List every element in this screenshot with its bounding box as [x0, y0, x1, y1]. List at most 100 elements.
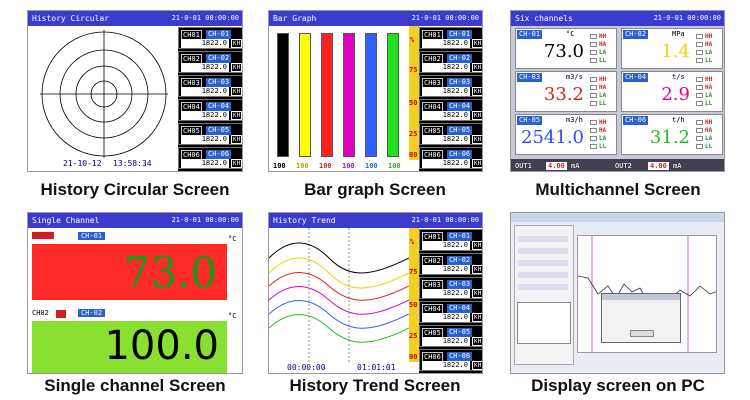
- single-ch1-unit: °C: [228, 235, 237, 243]
- single-title: Single Channel: [32, 216, 100, 225]
- alarm-label: LL: [599, 143, 607, 150]
- channel-value: 1822.0: [422, 159, 470, 168]
- single-ch1-tag: CH-01: [78, 232, 106, 240]
- clock-readout: 21-0-01 00:00:00: [171, 14, 239, 22]
- channel-tag: CH-01: [206, 30, 232, 39]
- channel-tag: CH-05: [447, 328, 473, 337]
- channel-value: 1822.0: [422, 87, 470, 96]
- channel-unit: KH: [472, 265, 482, 274]
- channel-unit: KH: [231, 39, 242, 48]
- pc-panel: [510, 212, 725, 374]
- channel-unit: KH: [472, 111, 482, 120]
- alarm-label: HA: [599, 84, 607, 91]
- bar-scale-00: 00: [409, 151, 418, 159]
- channel-value: 1822.0: [422, 135, 470, 144]
- bar-value: 100: [365, 162, 378, 170]
- alarm-indicator: LL: [696, 143, 712, 150]
- multi-cell-unit: °C: [566, 30, 575, 38]
- single-ch2-name: CH02: [32, 309, 49, 317]
- out1-label: OUT1: [515, 162, 532, 170]
- pc-settings-pane: [514, 225, 574, 365]
- trend-scale-00: 00: [409, 353, 418, 361]
- channel-tag: CH-05: [206, 126, 232, 135]
- channel-value: 1822.0: [422, 39, 470, 48]
- channel-box: CH05 CH-05 1822.0 KH: [419, 325, 482, 347]
- bar-scale-75: 75: [409, 66, 418, 74]
- circular-title: History Circular: [32, 14, 110, 23]
- channel-unit: KH: [472, 159, 482, 168]
- alarm-indicator: LA: [590, 49, 606, 56]
- out2-unit: mA: [673, 162, 682, 170]
- trend-time-start: 00:00:00: [287, 363, 326, 372]
- clock-readout: 21-0-01 00:00:00: [411, 14, 479, 22]
- circular-panel: History Circular 21-0-01 00:00:00 21-10-1…: [27, 10, 243, 172]
- channel-unit: KH: [472, 337, 482, 346]
- multi-cell-tag: CH-04: [623, 73, 649, 82]
- channel-tag: CH-03: [447, 280, 473, 289]
- bar-5: [365, 33, 377, 157]
- alarm-label: HH: [599, 76, 607, 83]
- channel-tag: CH-01: [447, 30, 473, 39]
- multi-panel: Six channels 21-0-01 00:00:00 CH-01 °C 73.0…: [510, 10, 725, 172]
- pc-dialog-titlebar: [602, 294, 680, 300]
- bar-value: 100: [342, 162, 355, 170]
- caption-bar: Bar graph Screen: [304, 180, 446, 199]
- channel-unit: KH: [231, 63, 242, 72]
- trend-line: [269, 314, 409, 343]
- channel-box: CH02 CH-02 1822.0 KH: [178, 51, 242, 73]
- multi-cell-value: 73.0: [543, 41, 584, 62]
- multi-title: Six channels: [515, 14, 573, 23]
- channel-box: CH06 CH-06 1822.0 KH: [419, 349, 482, 371]
- multi-cell-tag: CH-06: [623, 116, 649, 125]
- multi-cell: CH-05 m3/h 2541.0 HH HA LA LL: [515, 114, 617, 155]
- multi-cell-unit: MPa: [672, 30, 685, 38]
- alarm-indicator: HH: [590, 33, 606, 40]
- channel-unit: KH: [472, 63, 482, 72]
- channel-unit: KH: [472, 241, 482, 250]
- bar-title-bar: Bar Graph 21-0-01 00:00:00: [269, 11, 482, 26]
- multi-cell-value: 31.2: [649, 127, 690, 148]
- bar-value: 100: [388, 162, 401, 170]
- alarm-indicator: HH: [696, 33, 712, 40]
- alarm-indicator: LA: [696, 135, 712, 142]
- channel-value: 1822.0: [181, 87, 229, 96]
- single-ch2-display: 100.0: [32, 321, 227, 373]
- multi-cell: CH-02 MPa 1.4 HH HA LA LL: [621, 28, 723, 69]
- channel-box: CH04 CH-04 1822.0 KH: [419, 99, 482, 121]
- single-title-bar: Single Channel 21-0-01 00:00:00: [28, 213, 242, 228]
- circular-date: 21-10-12: [63, 159, 102, 168]
- alarm-indicator: HH: [590, 119, 606, 126]
- alarm-indicator: LL: [696, 100, 712, 107]
- trend-line: [269, 286, 409, 315]
- alarm-indicator: LL: [590, 100, 606, 107]
- caption-single: Single channel Screen: [44, 376, 226, 395]
- pc-dialog: [601, 293, 681, 343]
- multi-cell-value: 1.4: [661, 41, 690, 62]
- channel-value: 1822.0: [422, 289, 470, 298]
- channel-box: CH02 CH-02 1822.0 KH: [419, 253, 482, 275]
- channel-value: 1822.0: [422, 111, 470, 120]
- channel-unit: KH: [472, 135, 482, 144]
- output-bar: OUT1 4.00 mA OUT2 4.00 mA: [511, 159, 724, 171]
- channel-unit: KH: [472, 39, 482, 48]
- alarm-label: LA: [599, 92, 607, 99]
- channel-value: 1822.0: [422, 337, 470, 346]
- alarm-label: LA: [599, 49, 607, 56]
- channel-box: CH06 CH-06 1822.0 KH: [419, 147, 482, 169]
- alarm-indicator: HA: [696, 41, 712, 48]
- alarm-label: LA: [705, 135, 713, 142]
- multi-cell: CH-04 t/s 2.9 HH HA LA LL: [621, 71, 723, 112]
- trend-time-mid: 01:01:01: [357, 363, 396, 372]
- alarm-indicator: HA: [696, 84, 712, 91]
- channel-unit: KH: [231, 159, 242, 168]
- single-ch1-header: CH01 CH-01: [28, 231, 228, 243]
- trend-scale-75: 75: [409, 268, 418, 276]
- channel-unit: KH: [231, 135, 242, 144]
- alarm-indicator: HA: [590, 41, 606, 48]
- caption-pc: Display screen on PC: [531, 376, 705, 395]
- channel-tag: CH-01: [447, 232, 473, 241]
- alarm-indicator: HA: [590, 127, 606, 134]
- out2-value: 4.00: [648, 162, 669, 170]
- single-panel: Single Channel 21-0-01 00:00:00 CH01 CH-0…: [27, 212, 243, 374]
- pc-dialog-button[interactable]: [630, 330, 654, 337]
